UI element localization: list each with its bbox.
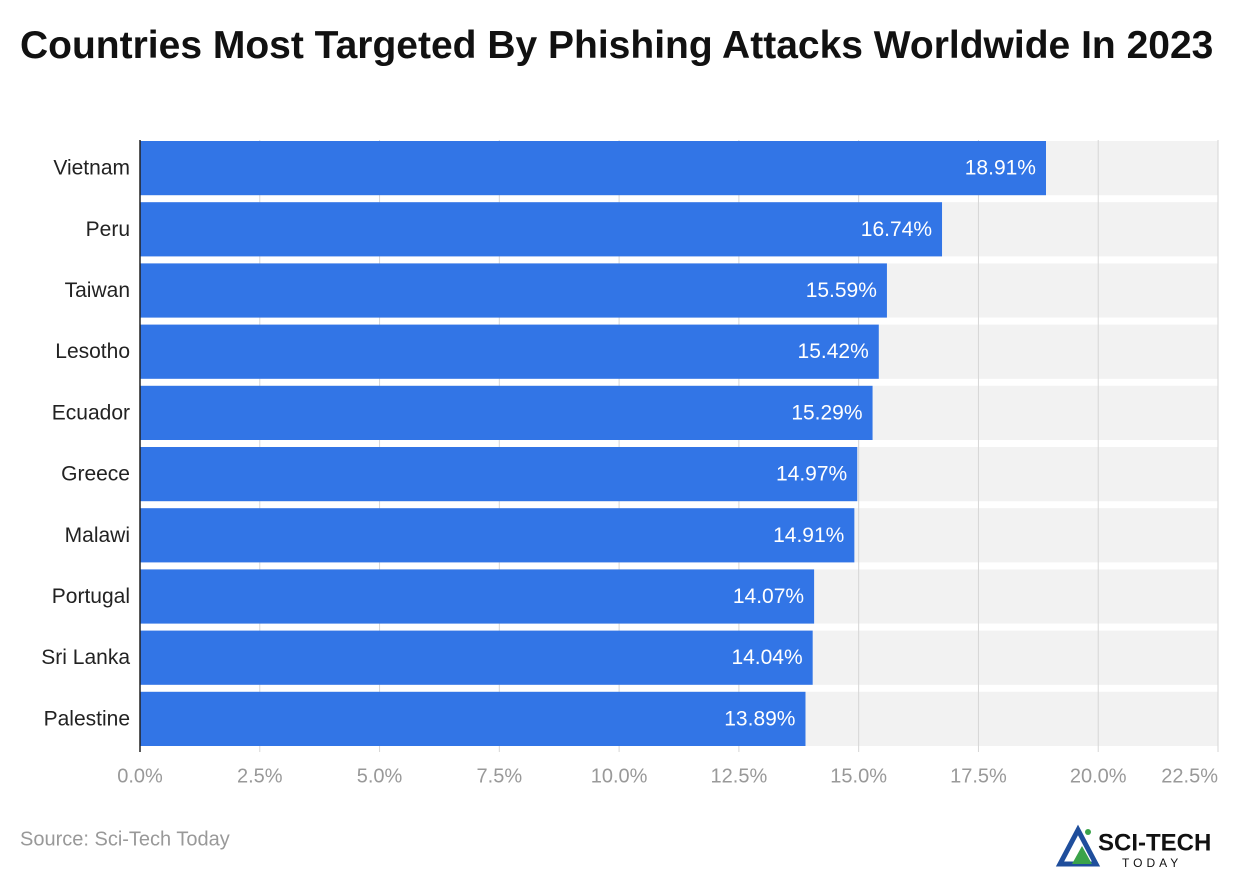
y-tick-label: Taiwan — [65, 279, 130, 302]
bar — [140, 385, 873, 440]
value-label: 14.91% — [773, 524, 844, 547]
value-label: 15.29% — [791, 401, 862, 424]
x-tick-label: 17.5% — [950, 765, 1007, 787]
y-tick-label: Greece — [61, 463, 130, 486]
bar — [140, 447, 858, 502]
value-label: 18.91% — [965, 157, 1036, 180]
bar — [140, 569, 815, 624]
y-tick-label: Ecuador — [52, 401, 130, 424]
value-label: 13.89% — [724, 707, 795, 730]
x-tick-label: 22.5% — [1161, 765, 1218, 787]
x-tick-label: 0.0% — [117, 765, 163, 787]
value-label: 15.59% — [806, 279, 877, 302]
value-label: 16.74% — [861, 218, 932, 241]
y-tick-label: Peru — [86, 218, 130, 241]
y-tick-label: Sri Lanka — [41, 646, 130, 669]
chart-title: Countries Most Targeted By Phishing Atta… — [20, 24, 1214, 67]
x-tick-label: 2.5% — [237, 765, 283, 787]
value-label: 15.42% — [798, 340, 869, 363]
bar — [140, 141, 1046, 196]
x-tick-label: 7.5% — [477, 765, 523, 787]
y-tick-label: Portugal — [52, 585, 130, 608]
value-label: 14.97% — [776, 463, 847, 486]
bar — [140, 263, 887, 318]
bar — [140, 508, 855, 563]
x-tick-label: 5.0% — [357, 765, 403, 787]
bar — [140, 630, 813, 685]
value-label: 14.07% — [733, 585, 804, 608]
logo-icon — [1055, 824, 1101, 867]
y-tick-label: Vietnam — [53, 157, 130, 180]
bar — [140, 691, 806, 746]
y-tick-label: Lesotho — [55, 340, 130, 363]
bars — [140, 141, 1046, 746]
source: Source: Sci-Tech Today — [20, 828, 230, 850]
x-tick-label: 20.0% — [1070, 765, 1127, 787]
y-tick-label: Malawi — [65, 524, 130, 547]
y-tick-label: Palestine — [44, 707, 130, 730]
bar — [140, 324, 879, 379]
bar — [140, 202, 943, 257]
logo-subname: TODAY — [1122, 856, 1182, 870]
x-tick-label: 15.0% — [830, 765, 887, 787]
value-label: 14.04% — [731, 646, 802, 669]
logo-name: SCI-TECH — [1098, 829, 1211, 856]
x-tick-label: 10.0% — [591, 765, 648, 787]
x-tick-label: 12.5% — [711, 765, 768, 787]
